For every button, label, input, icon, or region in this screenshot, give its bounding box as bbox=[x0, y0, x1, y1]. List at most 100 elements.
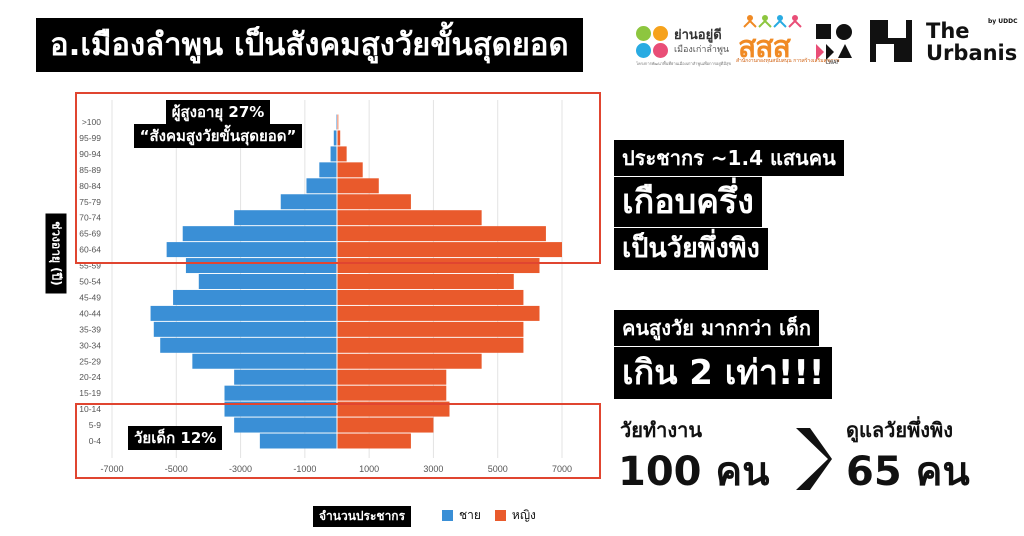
child-highlight-box bbox=[75, 403, 601, 479]
dependent-care-value: 65 คน bbox=[846, 449, 970, 495]
y-tick-label: 5-9 bbox=[89, 420, 102, 430]
chart-legend: ชาย หญิง bbox=[442, 506, 536, 525]
sss-logo-sub: สำนักงานกองทุนสนับสนุน การสร้างเสริมสุขภ… bbox=[736, 58, 840, 64]
x-tick-label: -1000 bbox=[293, 464, 316, 474]
urbanis-mark-icon bbox=[870, 20, 912, 62]
yan-logo-tiny: โครงการพัฒนาพื้นที่ย่านเมืองเก่าลำพูนเพื… bbox=[636, 61, 732, 66]
bar-male-40-44 bbox=[150, 305, 337, 321]
working-age-label: วัยทำงาน bbox=[620, 418, 703, 442]
elderly-percent-label: ผู้สูงอายุ 27% bbox=[165, 100, 271, 124]
working-age-value: 100 คน bbox=[618, 449, 770, 495]
bar-female-30-34 bbox=[337, 337, 524, 353]
bar-female-25-29 bbox=[337, 353, 482, 369]
bar-female->100 bbox=[337, 114, 339, 130]
bar-male-55-59 bbox=[185, 258, 337, 274]
y-tick-label: 65-69 bbox=[79, 229, 101, 239]
y-tick-label: 50-54 bbox=[79, 277, 101, 287]
y-tick-label: 40-44 bbox=[79, 308, 101, 318]
people-figures-icon bbox=[743, 15, 802, 28]
elderly-annotation: ผู้สูงอายุ 27% “สังคมสูงวัยขั้นสุดยอด” bbox=[120, 100, 316, 148]
population-total-text: ประชากร ~1.4 แสนคน bbox=[614, 140, 844, 176]
logo-strip: ย่านอยู่ดี เมืองเก่าลำพูน โครงการพัฒนาพื… bbox=[636, 12, 1018, 72]
more-than-double-text: เกิน 2 เท่า!!! bbox=[614, 347, 833, 399]
almost-half-text: เกือบครึ่ง bbox=[614, 177, 762, 227]
bar-female-10-14 bbox=[337, 401, 450, 417]
bar-male-85-89 bbox=[319, 162, 337, 178]
dependent-care-label: ดูแลวัยพึ่งพิง bbox=[846, 418, 953, 442]
bar-male-60-64 bbox=[166, 242, 337, 258]
y-tick-label: 95-99 bbox=[79, 133, 101, 143]
y-tick-label: 55-59 bbox=[79, 261, 101, 271]
y-tick-label: 80-84 bbox=[79, 181, 101, 191]
bar-female-75-79 bbox=[337, 194, 411, 210]
bar-female-80-84 bbox=[337, 178, 379, 194]
x-tick-label: -7000 bbox=[100, 464, 123, 474]
colored-dots-icon bbox=[636, 26, 670, 60]
bar-male-75-79 bbox=[280, 194, 337, 210]
y-tick-label: 90-94 bbox=[79, 149, 101, 159]
elderly-vs-children-text: คนสูงวัย มากกว่า เด็ก bbox=[614, 310, 819, 346]
bar-male-30-34 bbox=[160, 337, 337, 353]
x-tick-label: -3000 bbox=[229, 464, 252, 474]
x-tick-label: 7000 bbox=[552, 464, 572, 474]
bar-male-70-74 bbox=[234, 210, 337, 226]
bar-male-0-4 bbox=[259, 433, 337, 449]
elderly-society-label: “สังคมสูงวัยขั้นสุดยอด” bbox=[133, 124, 303, 148]
lwaf-logo: LWAF bbox=[814, 22, 854, 68]
y-tick-label: 30-34 bbox=[79, 340, 101, 350]
yan-yoo-dee-logo: ย่านอยู่ดี เมืองเก่าลำพูน โครงการพัฒนาพื… bbox=[636, 22, 736, 68]
bar-male-90-94 bbox=[330, 146, 337, 162]
y-tick-label: 25-29 bbox=[79, 356, 101, 366]
y-tick-label: 60-64 bbox=[79, 245, 101, 255]
legend-label-female: หญิง bbox=[511, 508, 536, 522]
bar-male-65-69 bbox=[182, 226, 337, 242]
dependency-ratio: วัยทำงาน 100 คน ดูแลวัยพึ่งพิง 65 คน bbox=[614, 414, 1014, 504]
y-tick-label: >100 bbox=[82, 117, 101, 127]
y-tick-label: 85-89 bbox=[79, 165, 101, 175]
yan-logo-name: ย่านอยู่ดี bbox=[674, 28, 722, 43]
bar-female-0-4 bbox=[337, 433, 411, 449]
elderly-highlight-box bbox=[75, 92, 601, 264]
bars bbox=[150, 100, 562, 458]
y-tick-label: 0-4 bbox=[89, 436, 102, 446]
bar-female-55-59 bbox=[337, 258, 540, 274]
y-tick-label: 15-19 bbox=[79, 388, 101, 398]
bar-female-95-99 bbox=[337, 130, 341, 146]
bar-female-60-64 bbox=[337, 242, 562, 258]
urbanis-logo-name: The Urbanis bbox=[926, 19, 1018, 65]
urbanis-logo-by: by UDDC bbox=[988, 18, 1018, 25]
axis-labels: -7000 -5000 -3000 -1000 1000 3000 5000 7000 >100… bbox=[79, 117, 572, 474]
sss-logo-text: สสส bbox=[738, 30, 791, 65]
bar-female-70-74 bbox=[337, 210, 482, 226]
y-tick-label: 10-14 bbox=[79, 404, 101, 414]
x-axis-title: จำนวนประชากร bbox=[313, 506, 412, 527]
bar-male-50-54 bbox=[198, 274, 337, 289]
bar-female-40-44 bbox=[337, 305, 540, 321]
x-tick-label: -5000 bbox=[165, 464, 188, 474]
bar-male-10-14 bbox=[224, 401, 337, 417]
bar-female-50-54 bbox=[337, 274, 514, 289]
y-axis-title-text: ช่วงอายุ (ปี) bbox=[45, 213, 67, 294]
bar-female-35-39 bbox=[337, 321, 524, 337]
thaihealth-logo: สสส สำนักงานกองทุนสนับสนุน การสร้างเสริม… bbox=[736, 14, 839, 72]
x-tick-label: 3000 bbox=[423, 464, 443, 474]
bar-male-45-49 bbox=[173, 289, 337, 305]
legend-swatch-female bbox=[494, 510, 506, 521]
dependent-age-text: เป็นวัยพึ่งพิง bbox=[614, 228, 768, 270]
y-tick-label: 70-74 bbox=[79, 213, 101, 223]
page-title: อ.เมืองลำพูน เป็นสังคมสูงวัยขั้นสุดยอด bbox=[36, 18, 583, 72]
bar-female-65-69 bbox=[337, 226, 546, 242]
bar-female-45-49 bbox=[337, 289, 524, 305]
y-tick-label: 35-39 bbox=[79, 324, 101, 334]
x-tick-label: 1000 bbox=[359, 464, 379, 474]
y-tick-label: 20-24 bbox=[79, 372, 101, 382]
legend-label-male: ชาย bbox=[459, 508, 481, 522]
chevron-right-icon bbox=[796, 428, 832, 490]
x-tick-label: 5000 bbox=[488, 464, 508, 474]
bar-female-85-89 bbox=[337, 162, 363, 178]
population-pyramid-chart: -7000 -5000 -3000 -1000 1000 3000 5000 7000 >100… bbox=[75, 92, 601, 479]
child-percent-label: วัยเด็ก 12% bbox=[128, 426, 223, 450]
bar-male-80-84 bbox=[306, 178, 337, 194]
the-urbanis-logo: The Urbanis by UDDC bbox=[868, 18, 1018, 70]
bar-female-15-19 bbox=[337, 385, 447, 401]
